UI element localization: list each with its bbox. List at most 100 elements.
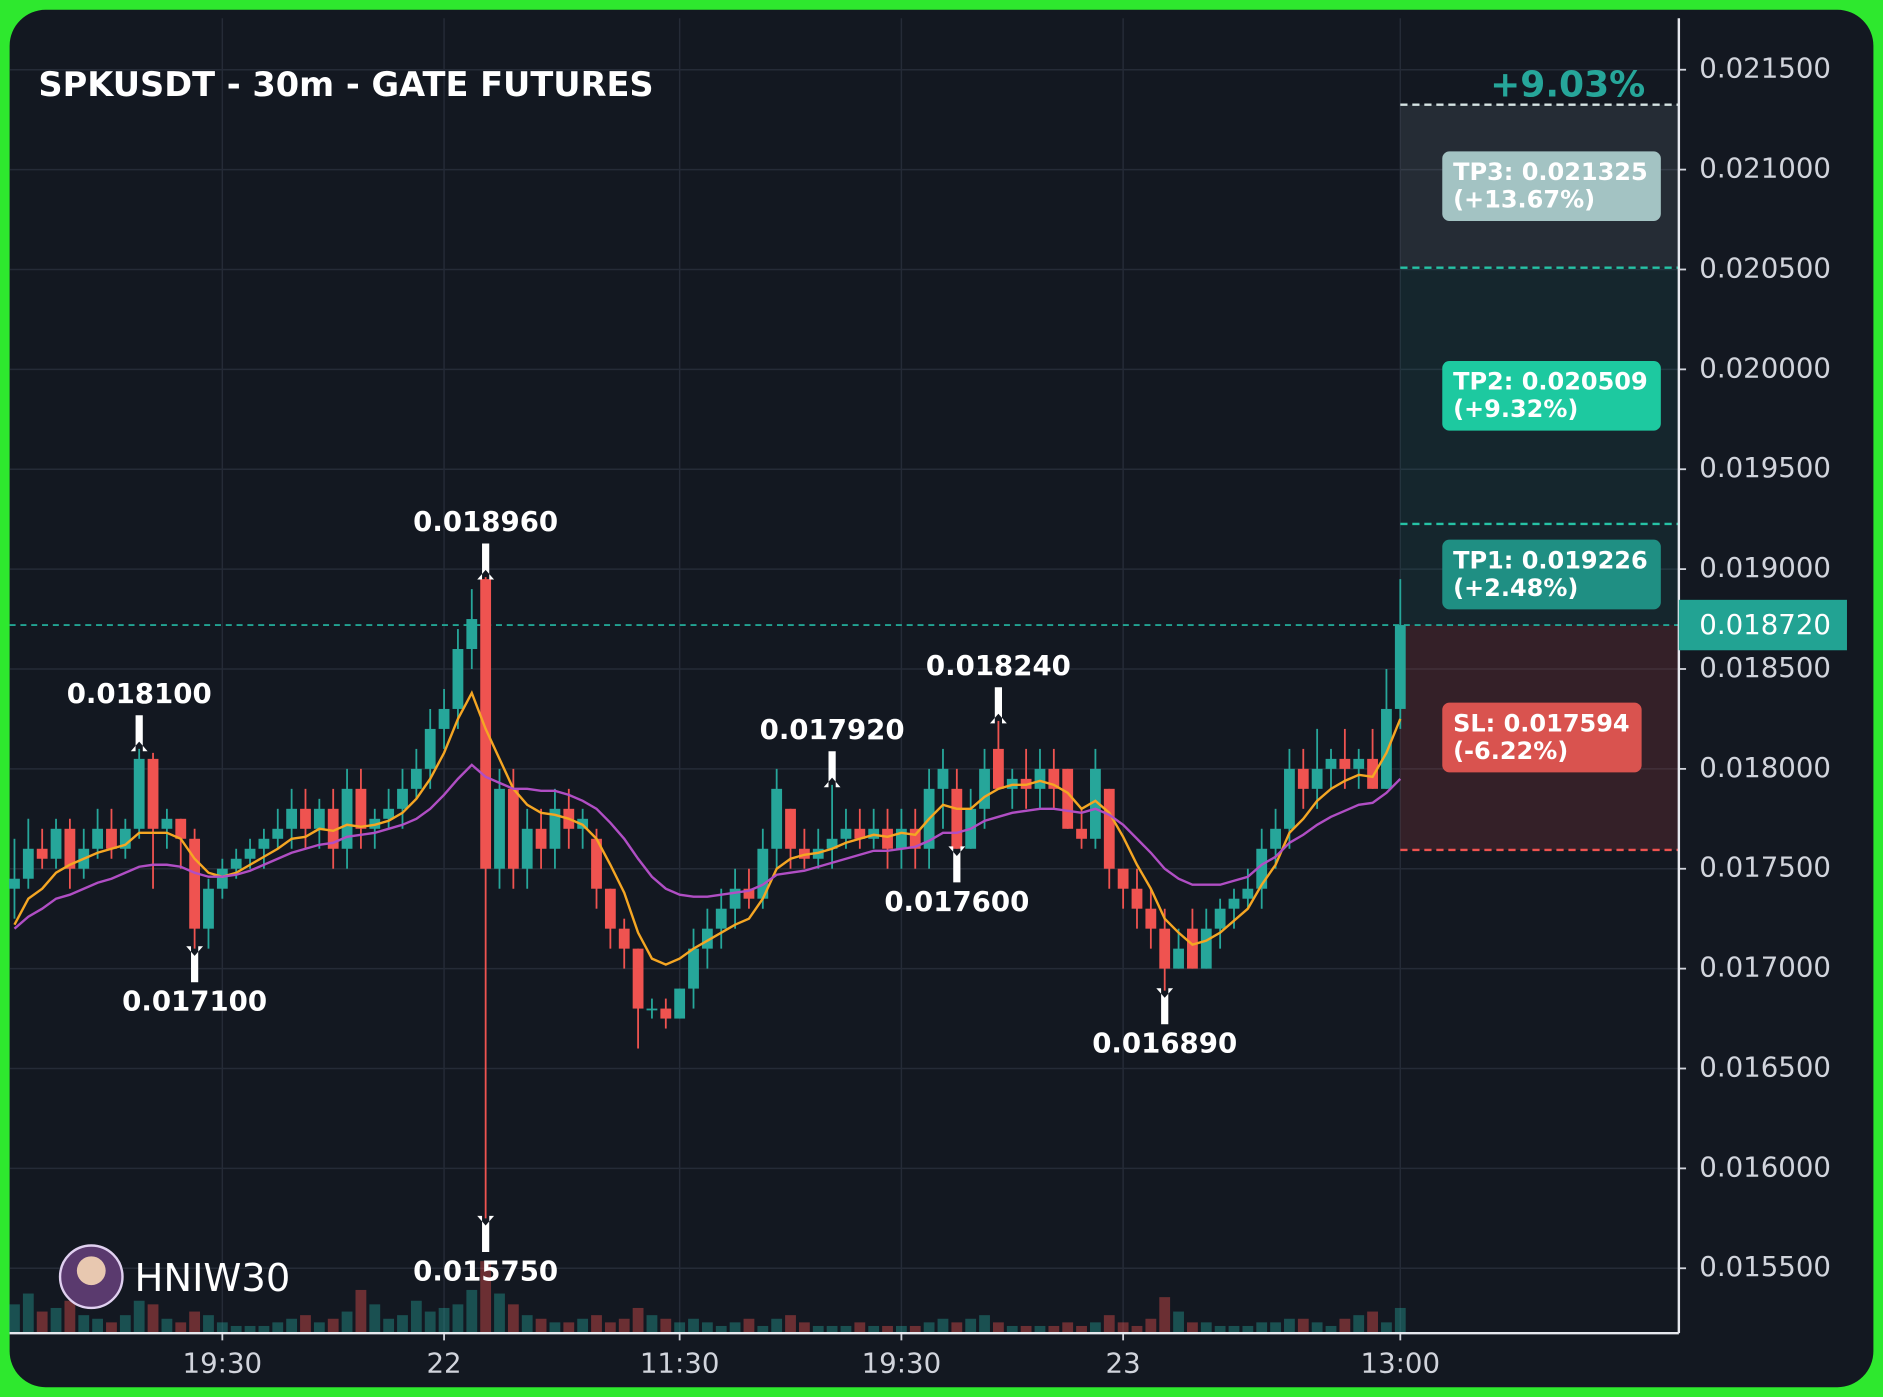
volume-bar	[785, 1315, 796, 1334]
volume-bar	[660, 1318, 672, 1334]
extreme-label: 0.017600	[884, 885, 1029, 918]
candle-body	[494, 788, 505, 869]
volume-bar	[1076, 1325, 1087, 1334]
volume-bar	[1325, 1325, 1337, 1334]
candle-body	[1228, 898, 1240, 909]
volume-bar	[895, 1325, 907, 1334]
volume-bar	[992, 1322, 1004, 1334]
volume-bar	[133, 1300, 145, 1334]
candle-body	[632, 948, 644, 1009]
y-tick-label: 0.019000	[1699, 551, 1831, 584]
candle-body	[466, 619, 478, 650]
volume-bar	[1284, 1318, 1295, 1334]
volume-bar	[452, 1304, 464, 1334]
candle-body	[674, 988, 686, 1019]
y-tick-label: 0.016000	[1699, 1150, 1831, 1183]
volume-bar	[688, 1318, 699, 1334]
volume-bar	[882, 1325, 893, 1334]
volume-bar	[424, 1311, 436, 1334]
candle-body	[355, 788, 367, 829]
level-change: (+2.48%)	[1453, 574, 1578, 602]
candle-body	[1353, 758, 1365, 769]
volume-bar	[92, 1318, 104, 1334]
candle-body	[341, 788, 353, 849]
volume-bar	[369, 1304, 381, 1334]
candle-body	[300, 808, 311, 829]
volume-bar	[355, 1289, 367, 1334]
volume-bar	[618, 1318, 630, 1334]
candle-body	[618, 928, 630, 949]
volume-bar	[1006, 1325, 1018, 1334]
candle-body	[258, 838, 270, 849]
volume-bar	[1270, 1322, 1281, 1334]
candle-body	[161, 818, 173, 829]
candle-body	[1367, 758, 1378, 789]
level-change: (+13.67%)	[1453, 186, 1595, 214]
volume-bar	[106, 1322, 117, 1334]
candle-body	[1159, 928, 1171, 969]
volume-bar	[50, 1307, 62, 1334]
volume-bar	[771, 1318, 783, 1334]
candle-body	[1311, 768, 1323, 789]
candle-body	[424, 728, 436, 769]
volume-bar	[521, 1315, 533, 1334]
extreme-arrow	[989, 687, 1007, 724]
volume-bar	[923, 1322, 935, 1334]
extreme-label: 0.018960	[413, 505, 558, 538]
candle-body	[147, 758, 159, 829]
volume-bar	[1394, 1307, 1406, 1334]
level-box	[1442, 151, 1661, 222]
candle-body	[1242, 888, 1254, 899]
volume-bar	[36, 1311, 48, 1334]
x-tick-label: 19:30	[183, 1346, 263, 1379]
x-tick-label: 19:30	[862, 1346, 942, 1379]
volume-bar	[535, 1318, 547, 1334]
ma-line	[13, 763, 1402, 930]
volume-bar	[1381, 1322, 1392, 1334]
candle-body	[1131, 888, 1143, 909]
volume-bar	[341, 1311, 353, 1334]
candle-body	[1325, 758, 1337, 769]
candle-body	[244, 848, 256, 859]
y-tick-label: 0.015500	[1699, 1250, 1831, 1283]
candle-body	[882, 828, 893, 849]
candle-body	[286, 808, 298, 829]
candle-body	[50, 828, 62, 859]
volume-bar	[300, 1315, 311, 1334]
candle-body	[92, 828, 104, 849]
candle-body	[937, 768, 949, 789]
gain-label: +9.03%	[1490, 65, 1645, 106]
volume-bar	[591, 1315, 602, 1334]
candle-body	[410, 768, 422, 789]
candle-body	[785, 808, 796, 849]
candle-body	[1394, 625, 1406, 709]
candle-body	[604, 888, 616, 929]
volume-bar	[632, 1307, 644, 1334]
volume-bar	[1090, 1322, 1101, 1334]
volume-bar	[480, 1261, 492, 1334]
candle-body	[909, 828, 921, 849]
plot-layer: 0.015500 0.016000 0.016500 0.017000 0.017500…	[9, 18, 1847, 1379]
candle-body	[591, 838, 602, 889]
candle-body	[272, 828, 284, 839]
volume-bar	[1048, 1325, 1060, 1334]
volume-bar	[410, 1300, 422, 1334]
candle-body	[383, 808, 395, 819]
candle-body	[549, 808, 561, 849]
volume-bar	[757, 1325, 769, 1334]
y-tick-label: 0.017000	[1699, 951, 1831, 984]
candle-body	[1090, 768, 1101, 839]
extreme-label: 0.018100	[67, 677, 212, 710]
candle-body	[327, 808, 339, 849]
volume-bar	[78, 1315, 90, 1334]
candle-body	[36, 848, 48, 859]
candle-body	[660, 1008, 672, 1019]
volume-bar	[1173, 1311, 1184, 1334]
volume-bar	[1034, 1325, 1046, 1334]
candle-body	[729, 888, 741, 909]
extreme-label: 0.015750	[413, 1254, 558, 1287]
candle-body	[771, 788, 783, 849]
volume-bar	[1242, 1325, 1254, 1334]
candle-body	[992, 748, 1004, 789]
